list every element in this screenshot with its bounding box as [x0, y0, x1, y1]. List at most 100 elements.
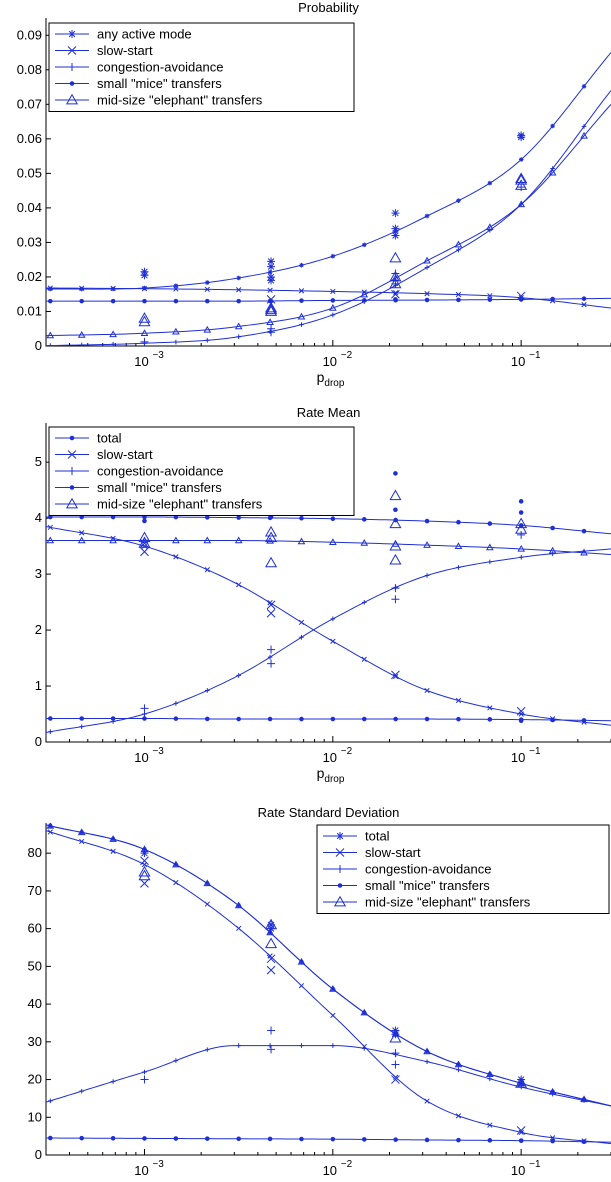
- chart-title: Rate Mean: [297, 405, 361, 420]
- sample-point: [516, 1126, 526, 1135]
- sample-point: [264, 525, 278, 537]
- series-point: [360, 290, 369, 298]
- series-point: [299, 262, 304, 268]
- sample-point: [391, 584, 400, 593]
- series-point: [204, 716, 210, 722]
- series-point: [234, 322, 243, 330]
- sample-point: [391, 209, 400, 218]
- series-point: [487, 1122, 493, 1128]
- series-point: [204, 286, 210, 293]
- series-point: [267, 269, 273, 275]
- legend-label: congestion-avoidance: [365, 862, 491, 877]
- series-point: [79, 724, 85, 729]
- sample-point: [266, 600, 276, 610]
- sample-point: [515, 174, 528, 185]
- series-point: [267, 716, 273, 722]
- sample-point: [389, 277, 402, 289]
- series-point: [173, 1058, 179, 1063]
- series-point: [204, 1047, 210, 1052]
- series-point: [581, 1139, 587, 1144]
- sample-point: [140, 337, 149, 346]
- series-point: [266, 928, 274, 936]
- legend-item: small "mice" transfers: [323, 878, 490, 893]
- chart-2: Rate Mean 0 1 2 3 4 5 10 −3 10 −2 10 −1 pdrop totalslo…: [35, 405, 611, 785]
- sample-point: [264, 918, 278, 930]
- series-point: [518, 1129, 524, 1136]
- series-point: [172, 327, 180, 335]
- series-point: [47, 829, 53, 835]
- series-point: [48, 729, 53, 734]
- series-point: [236, 334, 241, 340]
- series-point: [267, 1043, 273, 1048]
- series-3: [46, 530, 611, 734]
- series-point: [172, 536, 180, 544]
- series-5: [46, 823, 611, 1107]
- series-point: [110, 285, 116, 292]
- series-point: [142, 711, 147, 717]
- series-point: [517, 544, 526, 552]
- legend-label: slow-start: [365, 845, 421, 860]
- y-tick-label: 60: [28, 921, 42, 936]
- series-point: [46, 823, 55, 829]
- legend-item: small "mice" transfers: [55, 480, 222, 495]
- series-line: [46, 516, 611, 535]
- series-point: [173, 716, 179, 721]
- series-point: [79, 286, 85, 292]
- series-point: [267, 1136, 273, 1142]
- x-tick-label: 10: [511, 354, 525, 369]
- sample-point: [140, 849, 149, 858]
- series-point: [236, 716, 241, 722]
- series-point: [299, 1136, 304, 1142]
- series-point: [266, 536, 274, 544]
- sample-point: [389, 251, 402, 263]
- sample-point: [389, 270, 402, 282]
- sample-point: [391, 1060, 400, 1069]
- series-point: [298, 288, 305, 294]
- series-point: [580, 131, 588, 139]
- series-point: [329, 538, 337, 545]
- legend-item: mid-size "elephant" transfers: [55, 497, 263, 512]
- sample-point: [515, 172, 528, 183]
- series-point: [360, 539, 369, 546]
- y-tick-label: 80: [28, 845, 42, 860]
- sample-point: [264, 301, 278, 313]
- series-point: [455, 697, 462, 704]
- series-point: [297, 537, 306, 545]
- series-point: [550, 123, 555, 129]
- x-tick-exponent: −2: [341, 350, 353, 361]
- series-point: [330, 516, 336, 522]
- series-point: [424, 265, 430, 270]
- x-tick-label: 10: [134, 354, 148, 369]
- series-point: [79, 298, 85, 304]
- series-point: [236, 1043, 241, 1048]
- legend-item: total: [55, 431, 122, 446]
- legend-marker: [336, 832, 344, 840]
- series-point: [361, 242, 367, 248]
- sample-point: [391, 1049, 400, 1058]
- series-point: [267, 287, 273, 293]
- series-point: [424, 291, 430, 297]
- series-point: [549, 1135, 556, 1141]
- series-point: [299, 298, 304, 303]
- y-tick-label: 10: [28, 1109, 42, 1124]
- series-point: [581, 528, 587, 534]
- series-point: [456, 1067, 461, 1073]
- sample-point: [518, 297, 524, 302]
- series-point: [518, 157, 524, 162]
- series-point: [581, 296, 587, 301]
- y-tick-label: 50: [28, 958, 42, 973]
- series-point: [485, 223, 494, 230]
- legend-marker: [65, 93, 79, 105]
- sample-point: [267, 324, 276, 333]
- y-tick-label: 0.02: [17, 269, 42, 284]
- sample-point: [264, 937, 278, 949]
- series-point: [330, 288, 336, 295]
- series-point: [173, 1136, 179, 1141]
- plot-area: [46, 52, 611, 346]
- y-tick-label: 4: [35, 510, 42, 525]
- series-point: [298, 983, 305, 989]
- series-point: [456, 198, 461, 203]
- x-tick-exponent: −2: [341, 1159, 353, 1170]
- sample-point: [515, 523, 528, 534]
- sample-point: [518, 499, 524, 504]
